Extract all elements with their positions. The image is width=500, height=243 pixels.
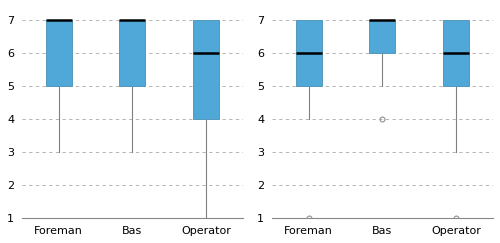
Bar bbox=[120, 20, 146, 86]
Bar bbox=[296, 20, 322, 86]
Bar bbox=[194, 20, 219, 119]
Bar bbox=[444, 20, 469, 86]
Bar bbox=[370, 20, 396, 53]
Bar bbox=[46, 20, 72, 86]
